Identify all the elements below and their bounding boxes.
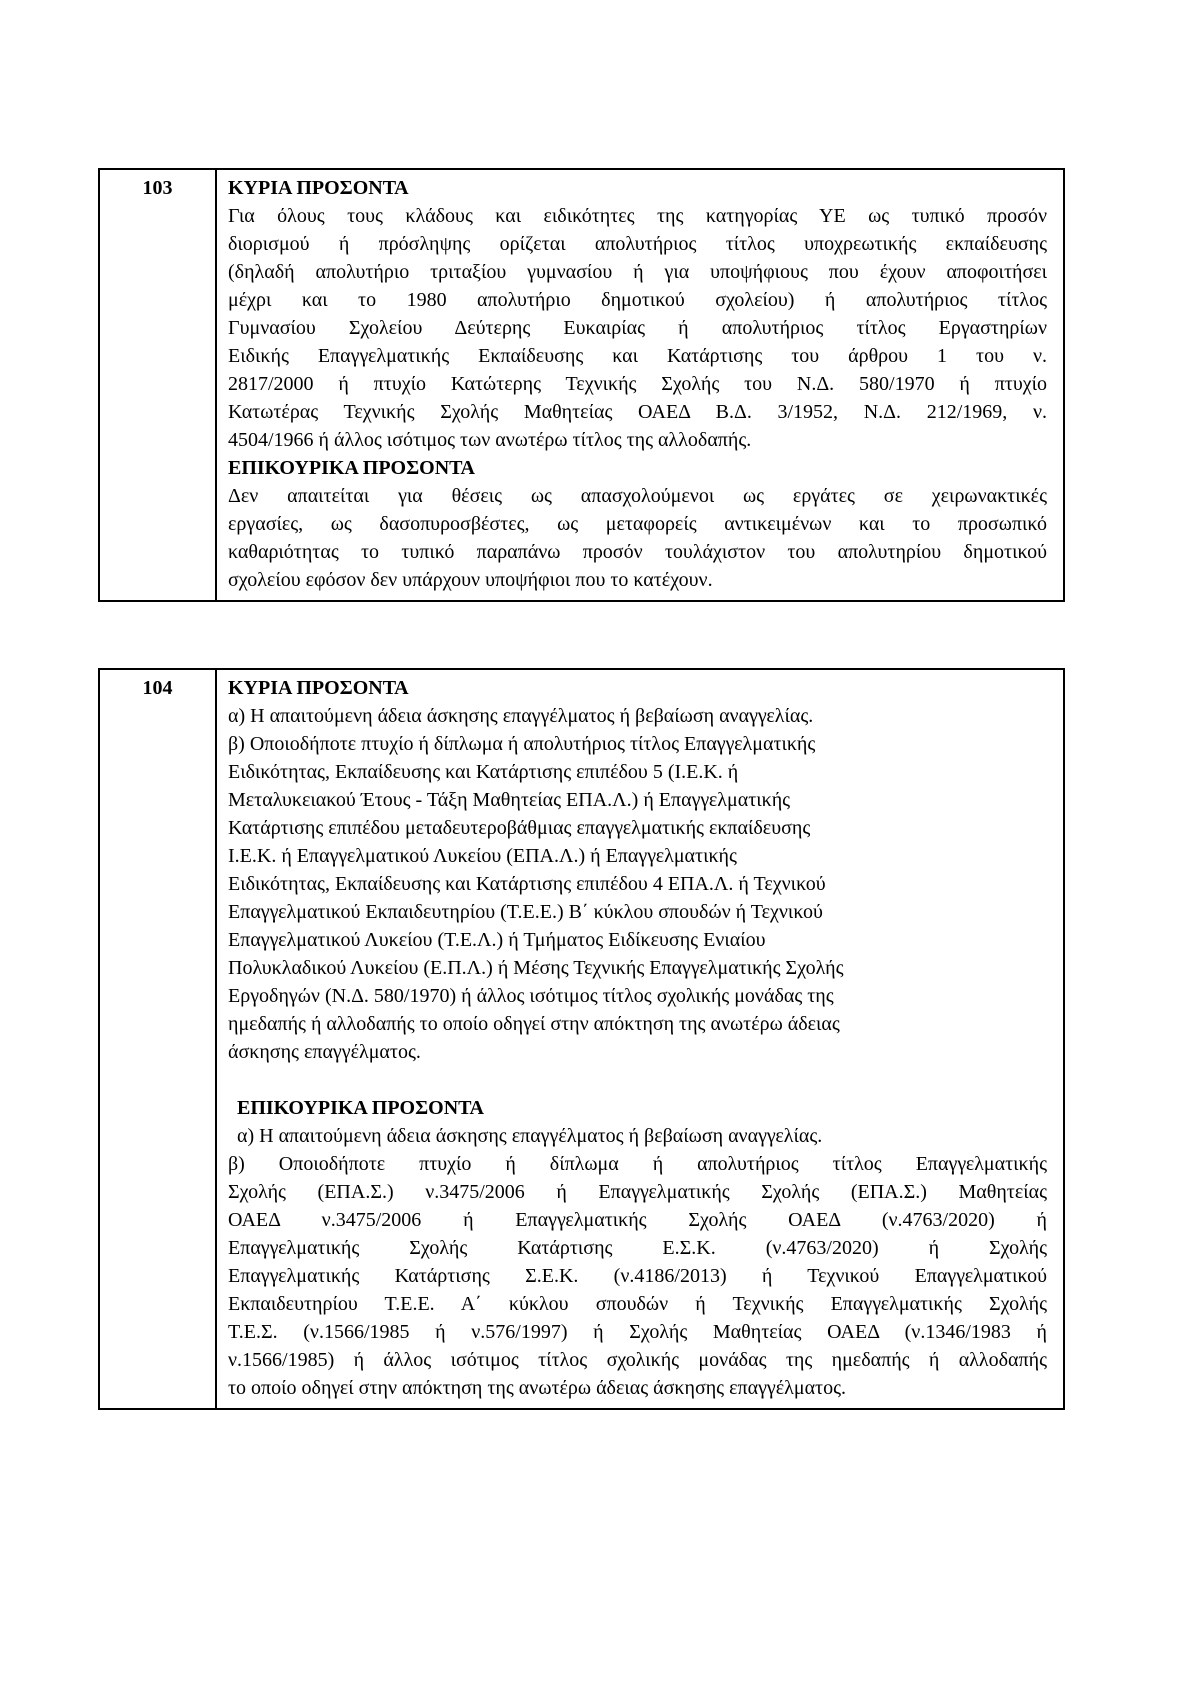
text-line: Γυμνασίου Σχολείου Δεύτερης Ευκαιρίας ή … [228, 317, 1047, 339]
blank-line [228, 1066, 1047, 1094]
text-line: Πολυκλαδικού Λυκείου (Ε.Π.Λ.) ή Μέσης Τε… [228, 957, 844, 979]
section-heading: ΚΥΡΙΑ ΠΡΟΣΟΝΤΑ [228, 677, 409, 699]
text-line: ΟΑΕΔ ν.3475/2006 ή Επαγγελματικής Σχολής… [228, 1209, 1047, 1231]
section-heading: ΕΠΙΚΟΥΡΙΚΑ ΠΡΟΣΟΝΤΑ [237, 1097, 485, 1119]
text-line: Επαγγελματικού Λυκείου (Τ.Ε.Λ.) ή Τμήματ… [228, 929, 766, 951]
text-line: μέχρι και το 1980 απολυτήριο δημοτικού σ… [228, 289, 1047, 311]
text-line: α) Η απαιτούμενη άδεια άσκησης επαγγέλμα… [237, 1125, 823, 1147]
text-line: Ειδικότητας, Εκπαίδευσης και Κατάρτισης … [228, 761, 739, 783]
row-number: 104 [100, 670, 217, 1408]
text-line: διορισμού ή πρόσληψης ορίζεται απολυτήρι… [228, 233, 1047, 255]
table-row: 104 ΚΥΡΙΑ ΠΡΟΣΟΝΤΑ α) Η απαιτούμενη άδεια… [98, 668, 1065, 1410]
text-line: Εργοδηγών (Ν.Δ. 580/1970) ή άλλος ισότιμ… [228, 985, 834, 1007]
text-line: Κατάρτισης επιπέδου μεταδευτεροβάθμιας ε… [228, 817, 811, 839]
text-line: Τ.Ε.Σ. (ν.1566/1985 ή ν.576/1997) ή Σχολ… [228, 1321, 1047, 1343]
text-line: Κατωτέρας Τεχνικής Σχολής Μαθητείας ΟΑΕΔ… [228, 401, 1047, 423]
text-line: (δηλαδή απολυτήριο τριταξίου γυμνασίου ή… [228, 261, 1047, 283]
text-line: Ειδικότητας, Εκπαίδευσης και Κατάρτισης … [228, 873, 826, 895]
text-line: Ι.Ε.Κ. ή Επαγγελματικού Λυκείου (ΕΠΑ.Λ.)… [228, 845, 737, 867]
text-line: εργασίες, ως δασοπυροσβέστες, ως μεταφορ… [228, 513, 1047, 535]
section-heading: ΕΠΙΚΟΥΡΙΚΑ ΠΡΟΣΟΝΤΑ [228, 457, 476, 479]
text-line: Επαγγελματικού Εκπαιδευτηρίου (Τ.Ε.Ε.) Β… [228, 901, 823, 923]
text-line: Μεταλυκειακού Έτους - Τάξη Μαθητείας ΕΠΑ… [228, 789, 791, 811]
text-line: Εκπαιδευτηρίου Τ.Ε.Ε. Α΄ κύκλου σπουδών … [228, 1293, 1047, 1315]
text-line: Ειδικής Επαγγελματικής Εκπαίδευσης και Κ… [228, 345, 1047, 367]
text-line: σχολείου εφόσον δεν υπάρχουν υποψήφιοι π… [228, 569, 713, 591]
section-heading: ΚΥΡΙΑ ΠΡΟΣΟΝΤΑ [228, 177, 409, 199]
text-line: β) Οποιοδήποτε πτυχίο ή δίπλωμα ή απολυτ… [228, 1153, 1047, 1175]
text-line: Σχολής (ΕΠΑ.Σ.) ν.3475/2006 ή Επαγγελματ… [228, 1181, 1047, 1203]
table-row: 103 ΚΥΡΙΑ ΠΡΟΣΟΝΤΑ Για όλους τους κλάδους… [98, 168, 1065, 602]
text-line: ν.1566/1985) ή άλλος ισότιμος τίτλος σχο… [228, 1349, 1047, 1371]
text-line: Δεν απαιτείται για θέσεις ως απασχολούμε… [228, 485, 1047, 507]
text-line: 4504/1966 ή άλλος ισότιμος των ανωτέρω τ… [228, 429, 752, 451]
text-line: 2817/2000 ή πτυχίο Κατώτερης Τεχνικής Σχ… [228, 373, 1047, 395]
text-line: Για όλους τους κλάδους και ειδικότητες τ… [228, 205, 1047, 227]
text-line: το οποίο οδηγεί στην απόκτηση της ανωτέρ… [228, 1377, 847, 1399]
text-line: Επαγγελματικής Σχολής Κατάρτισης Ε.Σ.Κ. … [228, 1237, 1047, 1259]
text-line: α) Η απαιτούμενη άδεια άσκησης επαγγέλμα… [228, 705, 814, 727]
text-line: καθαριότητας το τυπικό παραπάνω προσόν τ… [228, 541, 1047, 563]
text-line: β) Οποιοδήποτε πτυχίο ή δίπλωμα ή απολυτ… [228, 733, 816, 755]
text-line: ημεδαπής ή αλλοδαπής το οποίο οδηγεί στη… [228, 1013, 840, 1035]
row-number: 103 [100, 170, 217, 600]
text-line: Επαγγελματικής Κατάρτισης Σ.Ε.Κ. (ν.4186… [228, 1265, 1047, 1287]
row-content: ΚΥΡΙΑ ΠΡΟΣΟΝΤΑ α) Η απαιτούμενη άδεια άσκ… [217, 670, 1063, 1408]
row-content: ΚΥΡΙΑ ΠΡΟΣΟΝΤΑ Για όλους τους κλάδους και… [217, 170, 1063, 600]
text-line: άσκησης επαγγέλματος. [228, 1041, 421, 1063]
